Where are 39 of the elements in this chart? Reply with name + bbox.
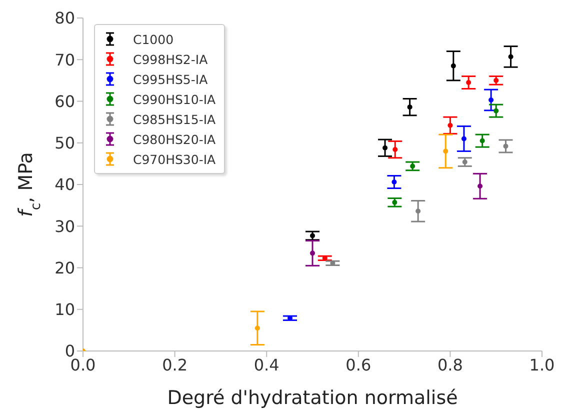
x-tick-label: 0.6 (346, 355, 372, 374)
x-axis-title: Degré d'hydratation normalisé (167, 387, 458, 409)
point (392, 147, 398, 152)
x-tick-label: 0.2 (162, 355, 188, 374)
legend-label: C980HS20-IA (133, 132, 216, 146)
y-tick-label: 40 (54, 175, 75, 194)
point (382, 145, 388, 150)
point (508, 54, 514, 60)
y-tick-label: 70 (54, 50, 75, 70)
point (480, 138, 485, 144)
legend-label: C995HS5-IA (133, 72, 208, 86)
y-tick-label: 30 (54, 216, 75, 236)
legend-label: C970HS30-IA (133, 152, 216, 166)
point (416, 208, 421, 214)
point (450, 63, 456, 68)
point (310, 250, 315, 256)
x-tick-label: 0.8 (437, 355, 463, 374)
point (461, 136, 466, 142)
legend-label: C1000 (133, 32, 174, 46)
point (443, 148, 448, 154)
point (254, 326, 260, 331)
x-tick-label: 0.4 (254, 355, 280, 374)
point (494, 108, 499, 114)
y-tick-label: 80 (54, 8, 75, 28)
point (478, 184, 483, 189)
legend-label: C985HS15-IA (133, 112, 216, 126)
y-tick-label: 60 (54, 92, 75, 111)
point (488, 98, 494, 102)
point (448, 122, 453, 128)
legend-label: C990HS10-IA (133, 92, 216, 106)
point (407, 104, 412, 110)
point (503, 144, 508, 149)
y-tick-label: 10 (54, 300, 75, 320)
point (392, 180, 397, 185)
point (466, 80, 472, 86)
x-tick-label: 1.0 (529, 355, 555, 374)
y-tick-label: 50 (54, 134, 75, 153)
y-tick-label: 20 (54, 258, 75, 278)
legend-label: C998HS2-IA (133, 52, 208, 66)
